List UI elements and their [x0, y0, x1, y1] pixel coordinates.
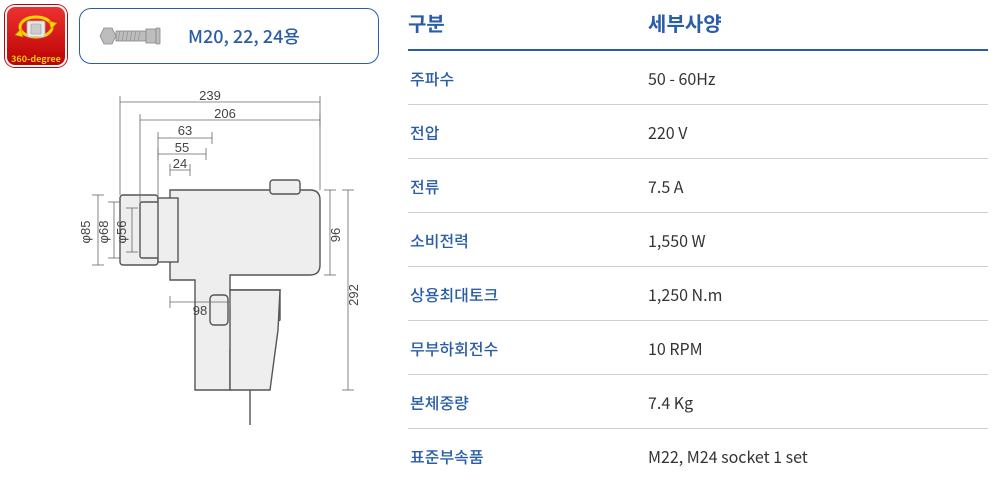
- spec-row: 상용최대토크1,250 N.m: [408, 267, 988, 321]
- dim-239: 239: [199, 90, 221, 103]
- dim-phi68: φ68: [96, 221, 111, 244]
- spec-row-key: 무부하회전수: [408, 336, 648, 360]
- spec-row-key: 주파수: [408, 66, 648, 90]
- spec-row-value: 50 - 60Hz: [648, 66, 716, 90]
- dim-phi56: φ56: [114, 221, 129, 244]
- spec-row-value: 220 V: [648, 120, 687, 144]
- badge-label: 360-degree: [5, 52, 67, 65]
- spec-table-header: 구분 세부사양: [408, 8, 988, 51]
- spec-row-value: 7.4 Kg: [648, 390, 693, 414]
- dim-96: 96: [328, 228, 343, 242]
- dim-206: 206: [214, 106, 236, 121]
- rotate-arrows-icon: [13, 11, 59, 51]
- spec-header-col2: 세부사양: [648, 8, 722, 37]
- dim-55: 55: [175, 140, 189, 155]
- spec-row: 전류7.5 A: [408, 159, 988, 213]
- left-column: 360-degree M20, 22, 24용: [5, 5, 395, 67]
- spec-row: 표준부속품M22, M24 socket 1 set: [408, 429, 988, 483]
- dim-63: 63: [178, 123, 192, 138]
- spec-row: 본체중량7.4 Kg: [408, 375, 988, 429]
- spec-row-value: 10 RPM: [648, 336, 703, 360]
- spec-row: 주파수50 - 60Hz: [408, 51, 988, 105]
- dim-phi85: φ85: [80, 221, 93, 244]
- spec-row-key: 소비전력: [408, 228, 648, 252]
- spec-row: 소비전력1,550 W: [408, 213, 988, 267]
- spec-row-value: M22, M24 socket 1 set: [648, 444, 808, 468]
- spec-row: 전압220 V: [408, 105, 988, 159]
- badge-360-degree: 360-degree: [5, 5, 67, 67]
- dim-292: 292: [346, 284, 361, 306]
- spec-row-key: 본체중량: [408, 390, 648, 414]
- bolt-size-pill: M20, 22, 24용: [79, 8, 379, 64]
- bolt-size-label: M20, 22, 24용: [188, 23, 300, 49]
- spec-row-value: 1,550 W: [648, 228, 706, 252]
- bolt-icon: [98, 21, 168, 51]
- spec-row-key: 상용최대토크: [408, 282, 648, 306]
- spec-row-key: 전압: [408, 120, 648, 144]
- spec-row-key: 표준부속품: [408, 444, 648, 468]
- spec-table: 구분 세부사양 주파수50 - 60Hz전압220 V전류7.5 A소비전력1,…: [408, 8, 988, 483]
- spec-row-key: 전류: [408, 174, 648, 198]
- dim-98: 98: [193, 303, 207, 318]
- spec-row-value: 7.5 A: [648, 174, 684, 198]
- dim-24: 24: [173, 156, 187, 171]
- top-row: 360-degree M20, 22, 24용: [5, 5, 395, 67]
- dimension-drawing: 239 206 63 55 24 96 292 98 φ85 φ68 φ56: [80, 90, 380, 430]
- spec-header-col1: 구분: [408, 8, 648, 37]
- spec-row-value: 1,250 N.m: [648, 282, 722, 306]
- spec-row: 무부하회전수10 RPM: [408, 321, 988, 375]
